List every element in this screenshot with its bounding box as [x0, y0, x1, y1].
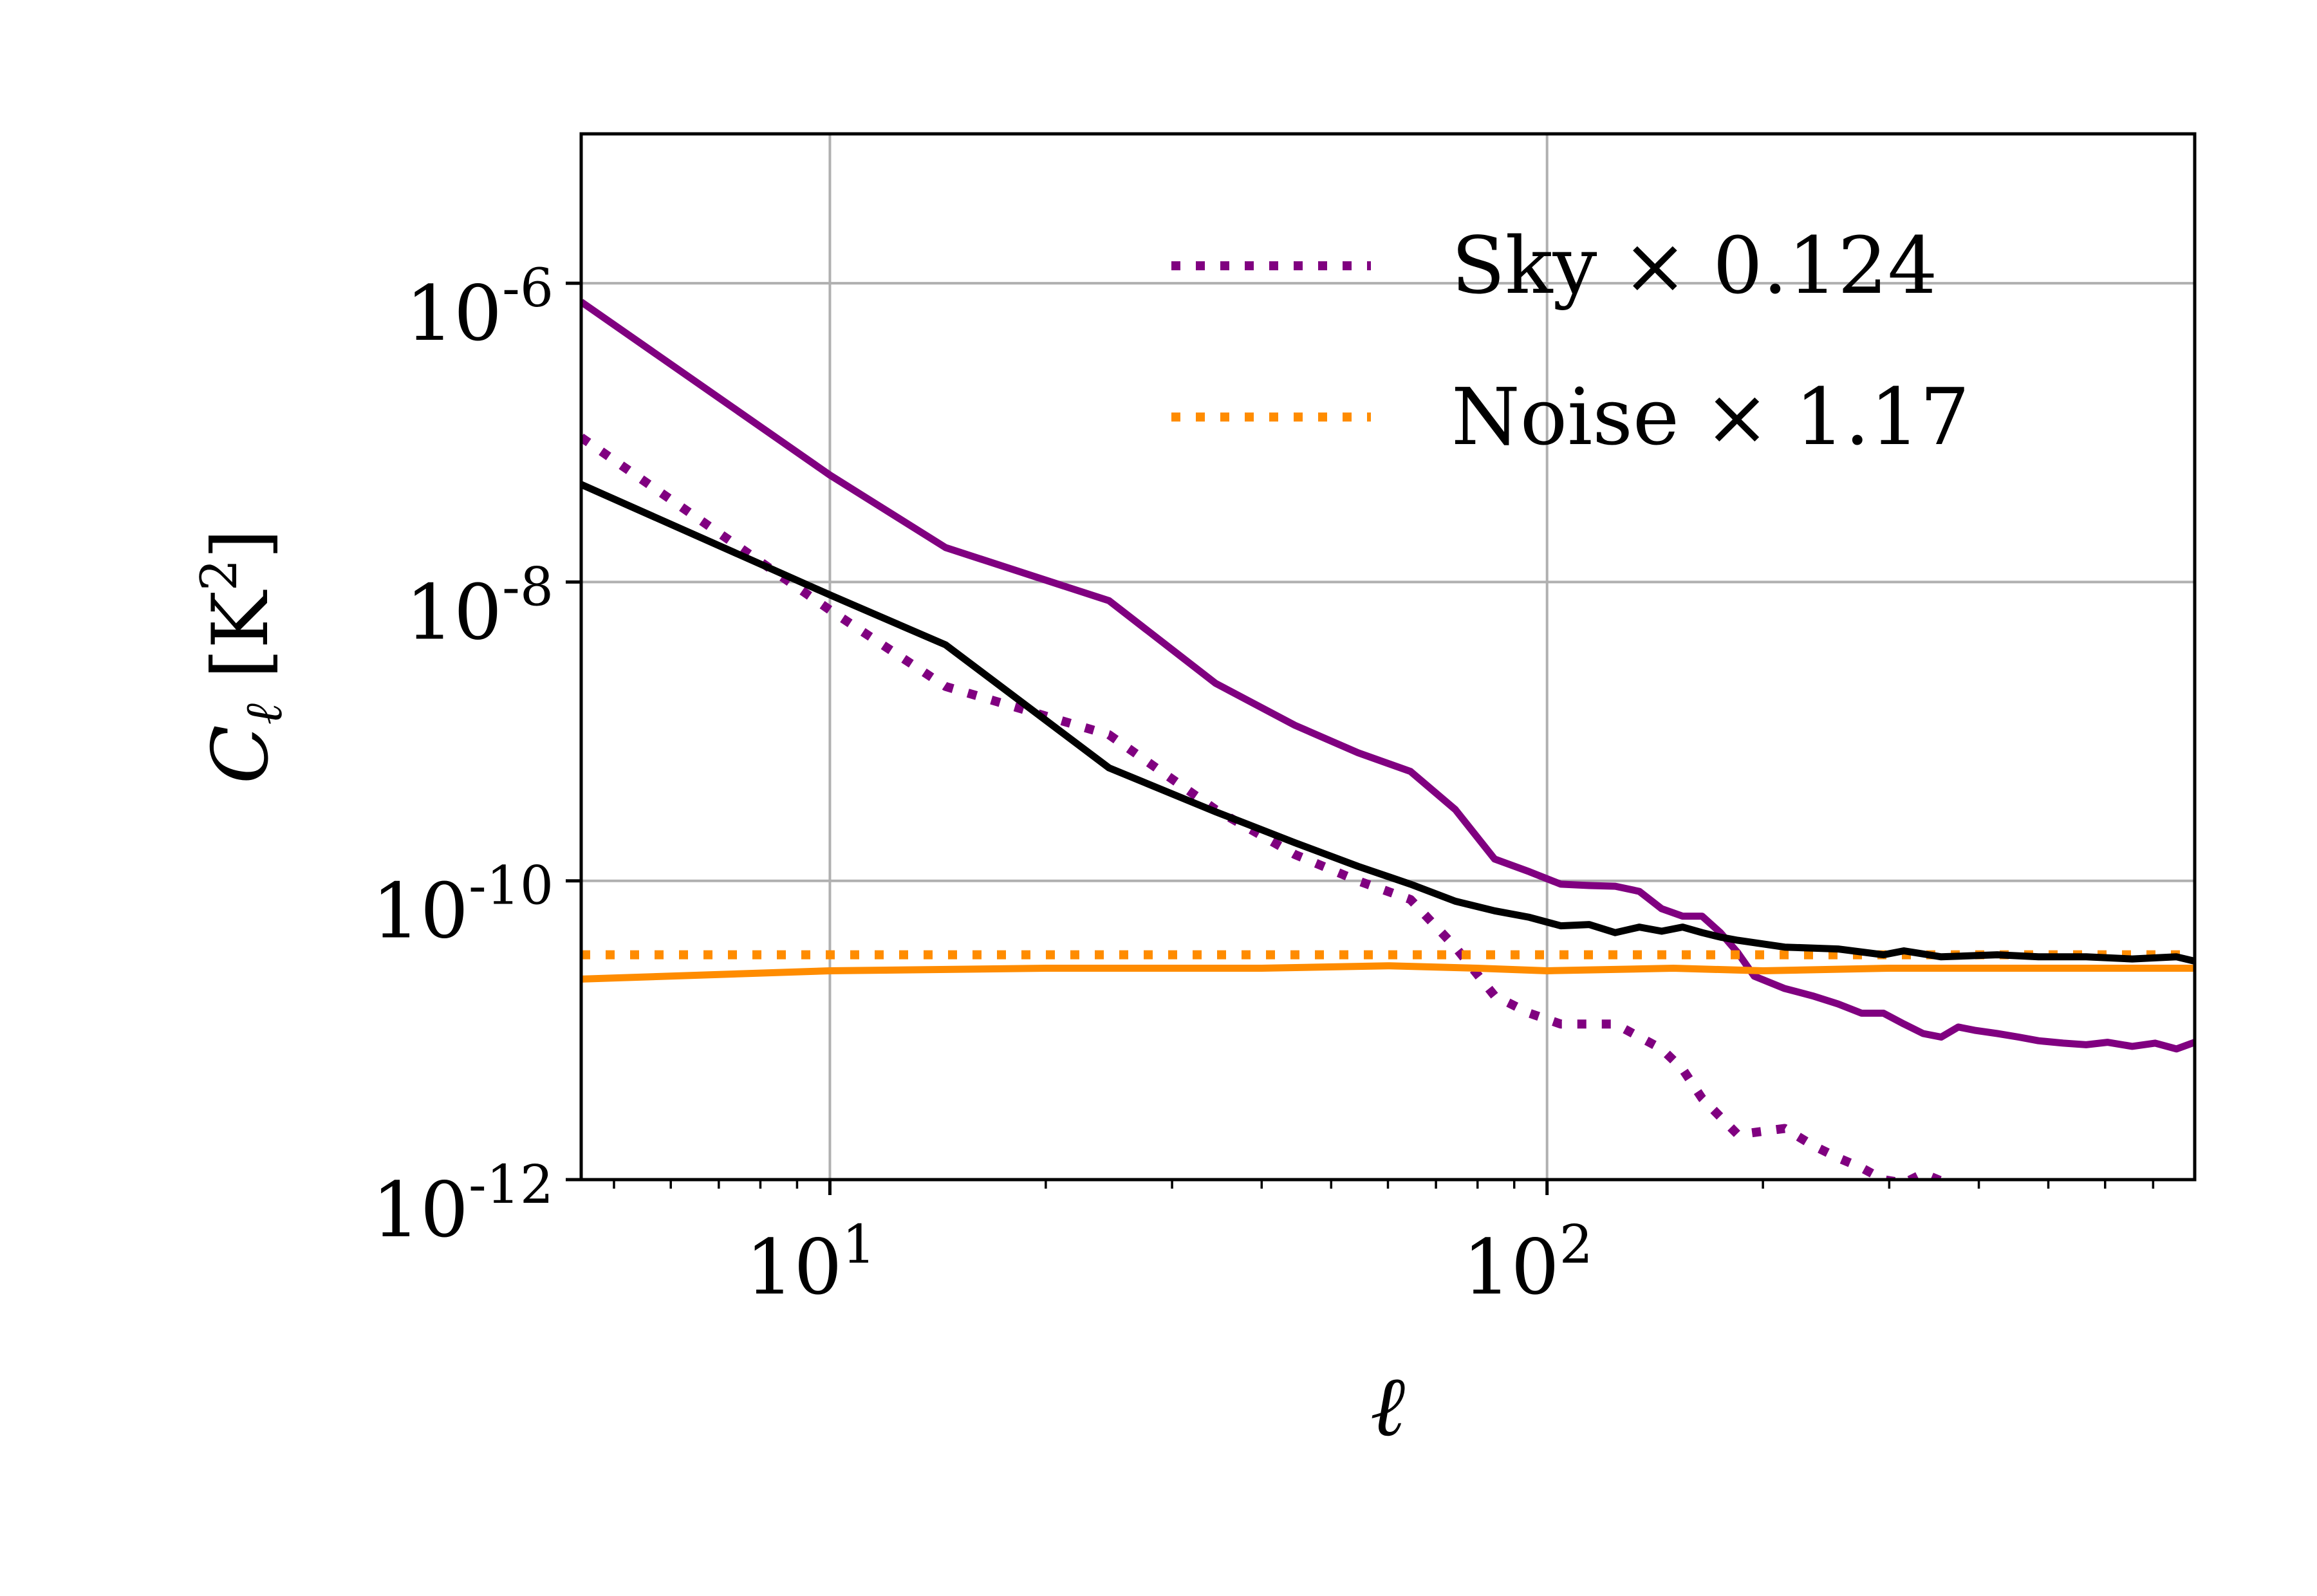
y-axis-title-unit-open: [K: [196, 589, 286, 679]
y-axis-title-unit-exponent: 2: [191, 559, 248, 591]
y-tick-label-1: 10-8: [405, 557, 554, 656]
x-axis-title: ℓ: [1370, 1357, 1405, 1455]
series-data: [581, 481, 2195, 965]
series-noise-total: [581, 962, 2195, 983]
series-sky-total: [581, 299, 2195, 1053]
series-group: [581, 299, 2195, 1180]
y-tick-label-3: 10-12: [372, 1155, 554, 1254]
y-tick-label-2: 10-10: [372, 856, 554, 956]
y-axis-title-symbol: C: [196, 725, 286, 784]
legend-label-noise: Noise × 1.17: [1451, 371, 1969, 463]
x-tick-label-1: 102: [1463, 1214, 1593, 1312]
x-tick-label-0: 101: [745, 1214, 875, 1312]
major-ticks: [566, 281, 1549, 1195]
plot-frame: [579, 132, 2197, 1182]
y-tick-label-0: 10-6: [405, 258, 554, 358]
svg-text:Cℓ [K2]: Cℓ [K2]: [191, 529, 293, 784]
y-axis-title-subscript: ℓ: [234, 703, 293, 725]
grid: [581, 134, 2195, 1180]
y-axis-title: Cℓ [K2]: [191, 529, 293, 784]
legend: Sky × 0.124 Noise × 1.17: [1171, 220, 1969, 463]
legend-label-sky: Sky × 0.124: [1451, 220, 1937, 311]
y-axis-title-unit-close: ]: [196, 529, 286, 559]
tick-labels: 101 102 10-6 10-8 10-10 10-12: [372, 258, 1593, 1312]
